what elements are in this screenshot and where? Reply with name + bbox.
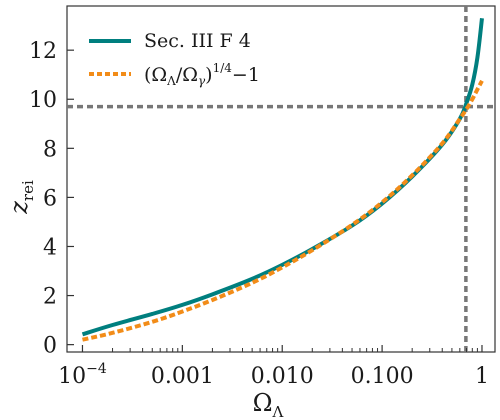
legend-label-series-1: Sec. III F 4: [144, 30, 251, 52]
x-tick-label: 0.100: [351, 364, 414, 389]
series-line-1: [81, 18, 484, 337]
y-tick-label: 12: [29, 39, 57, 64]
x-axis-ticks: 10−4 0.001 0.010 0.100 1: [58, 345, 489, 389]
x-axis-label: ΩΛ: [253, 389, 284, 420]
y-tick-label: 6: [43, 186, 57, 211]
y-tick-label: 10: [29, 88, 57, 113]
y-axis-label: zrei: [5, 180, 37, 215]
series-lines: [81, 18, 484, 342]
y-tick-label: 2: [43, 285, 57, 310]
plot-frame: [66, 5, 496, 353]
y-tick-label: 8: [43, 137, 57, 162]
x-tick-label: 10−4: [58, 361, 107, 389]
series-line-2: [82, 79, 484, 342]
legend-label-series-2: (ΩΛ/Ωγ)1/4−1: [144, 61, 260, 88]
legend: Sec. III F 4 (ΩΛ/Ωγ)1/4−1: [89, 30, 260, 88]
reference-lines: [67, 6, 495, 352]
y-tick-label: 4: [43, 235, 57, 260]
y-axis-ticks: 0 2 4 6 8 10 12: [29, 39, 74, 359]
y-tick-label: 0: [43, 334, 57, 359]
x-tick-label: 0.010: [251, 364, 314, 389]
x-tick-label: 0.001: [151, 364, 214, 389]
x-tick-label: 1: [475, 364, 489, 389]
